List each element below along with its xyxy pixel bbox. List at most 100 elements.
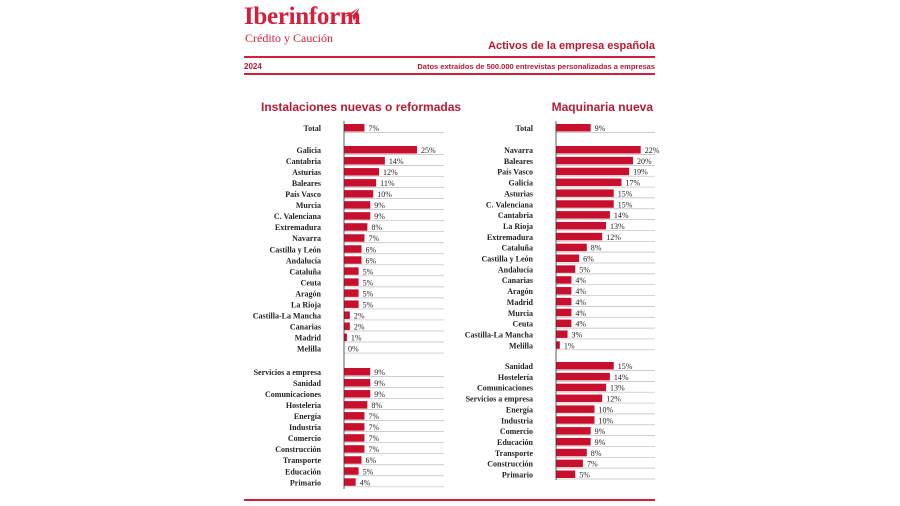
value-label-transporte: 8%: [591, 449, 602, 458]
bar-cantabria: [344, 157, 385, 165]
category-label-pais-vasco: País Vasco: [285, 190, 321, 199]
value-label-castilla-la-mancha: 2%: [354, 311, 365, 320]
bar-castilla-y-leon: [556, 254, 580, 262]
value-label-construccion: 7%: [587, 460, 598, 469]
bar-comunicaciones: [556, 383, 607, 392]
value-label-galicia: 25%: [421, 146, 436, 155]
category-label-industria: Industria: [501, 416, 533, 425]
category-label-baleares: Baleares: [504, 157, 533, 166]
bar-primario: [556, 470, 576, 478]
category-label-melilla: Melilla: [509, 341, 533, 350]
bar-melilla: [556, 341, 560, 349]
bar-ceuta: [344, 278, 359, 286]
value-label-canarias: 4%: [575, 276, 586, 285]
brand-name: Iberinform: [244, 3, 361, 30]
bar-navarra: [344, 234, 365, 242]
category-label-transporte: Transporte: [283, 456, 322, 465]
value-label-andalucia: 6%: [366, 256, 377, 265]
category-label-madrid: Madrid: [295, 334, 322, 343]
category-label-hosteleria: Hostelería: [498, 373, 533, 382]
value-label-c-valenciana: 9%: [374, 212, 385, 221]
category-label-canarias: Canarias: [502, 276, 533, 285]
bar-andalucia: [556, 265, 576, 273]
value-label-hosteleria: 14%: [614, 373, 629, 382]
value-label-la-rioja: 5%: [363, 300, 374, 309]
plane-icon: [344, 6, 361, 21]
category-label-pais-vasco: País Vasco: [497, 168, 533, 177]
value-label-castilla-y-leon: 6%: [366, 245, 377, 254]
bar-comunicaciones: [344, 390, 371, 398]
value-label-castilla-la-mancha: 3%: [572, 330, 583, 339]
category-label-castilla-la-mancha: Castilla-La Mancha: [465, 330, 533, 339]
value-label-comunicaciones: 9%: [374, 390, 385, 399]
value-label-galicia: 17%: [625, 179, 640, 188]
footer-rule: [244, 499, 655, 501]
bar-murcia: [556, 308, 572, 317]
value-label-hosteleria: 8%: [371, 401, 382, 410]
value-label-canarias: 2%: [354, 322, 365, 331]
category-label-construccion: Construcción: [275, 445, 321, 454]
value-label-extremadura: 12%: [606, 233, 621, 242]
bar-extremadura: [556, 232, 603, 241]
category-label-servicios-a-empresa: Servicios a empresa: [466, 395, 533, 404]
category-label-ceuta: Ceuta: [513, 320, 533, 329]
category-label-canarias: Canarias: [290, 322, 321, 331]
category-label-madrid: Madrid: [507, 298, 534, 307]
bar-servicios-a-empresa: [556, 394, 603, 403]
bar-cantabria: [556, 211, 610, 219]
value-label-pais-vasco: 19%: [633, 168, 648, 177]
report-year: 2024: [244, 62, 262, 71]
value-label-asturias: 15%: [618, 189, 633, 198]
bar-cataluna: [344, 267, 359, 275]
value-label-primario: 4%: [360, 478, 371, 487]
category-label-extremadura: Extremadura: [275, 223, 321, 232]
value-label-andalucia: 5%: [579, 265, 590, 274]
category-label-educacion: Educación: [497, 438, 534, 447]
category-label-servicios-a-empresa: Servicios a empresa: [254, 368, 321, 377]
category-label-galicia: Galicia: [509, 179, 533, 188]
category-label-comercio: Comercio: [288, 434, 321, 443]
bar-servicios-a-empresa: [344, 368, 371, 376]
value-label-energia: 10%: [599, 405, 614, 414]
bar-navarra: [556, 146, 641, 154]
header-rule: [244, 56, 655, 58]
bar-comercio: [344, 434, 365, 442]
subheader-rule: [244, 73, 655, 75]
value-label-total: 9%: [595, 124, 606, 133]
value-label-cantabria: 14%: [614, 211, 629, 220]
value-label-aragon: 4%: [575, 287, 586, 296]
bar-educacion: [344, 467, 359, 475]
bar-sanidad: [344, 379, 371, 387]
category-label-castilla-y-leon: Castilla y León: [269, 245, 321, 254]
value-label-castilla-y-leon: 6%: [583, 255, 594, 264]
report-title: Activos de la empresa española: [488, 40, 655, 52]
category-label-galicia: Galicia: [297, 146, 321, 155]
bar-castilla-la-mancha: [556, 330, 568, 338]
bar-comercio: [556, 427, 591, 435]
bar-pais-vasco: [556, 167, 630, 176]
bar-c-valenciana: [344, 212, 371, 220]
value-label-primario: 5%: [579, 471, 590, 480]
bar-canarias: [556, 276, 572, 284]
bar-construccion: [344, 445, 365, 453]
value-label-comercio: 7%: [368, 434, 379, 443]
bar-industria: [556, 416, 595, 424]
value-label-total: 7%: [368, 124, 379, 133]
value-label-melilla: 1%: [564, 341, 575, 350]
bar-hosteleria: [344, 401, 368, 409]
category-label-sanidad: Sanidad: [293, 379, 322, 388]
category-label-andalucia: Andalucía: [286, 256, 321, 265]
value-label-aragon: 5%: [363, 289, 374, 298]
category-label-energia: Energía: [294, 412, 321, 421]
value-label-energia: 7%: [368, 412, 379, 421]
bar-industria: [344, 423, 365, 431]
value-label-navarra: 7%: [368, 234, 379, 243]
chart-title-instalaciones: Instalaciones nuevas o reformadas: [261, 100, 462, 114]
value-label-extremadura: 8%: [371, 223, 382, 232]
category-label-la-rioja: La Rioja: [503, 222, 533, 231]
value-label-madrid: 1%: [351, 334, 362, 343]
category-label-castilla-y-leon: Castilla y León: [481, 255, 533, 264]
category-label-murcia: Murcia: [296, 201, 321, 210]
bar-aragon: [344, 289, 359, 297]
value-label-industria: 10%: [599, 416, 614, 425]
